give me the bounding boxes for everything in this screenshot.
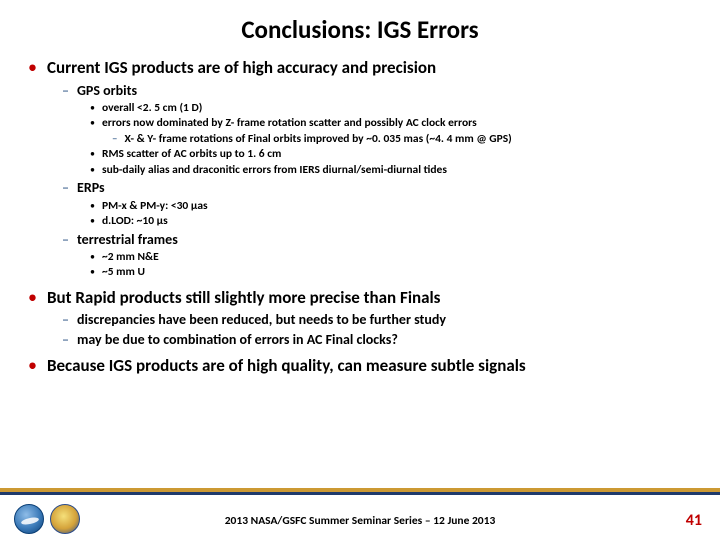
bullet-text: But Rapid products still slightly more p… [47,287,441,308]
bullet-icon: • [28,355,37,377]
bullet-text: d.LOD: ~10 μs [102,214,168,230]
bullet-text: overall <2. 5 cm (1 D) [102,101,202,117]
dot-icon: • [90,199,95,213]
dash-icon: – [62,231,69,249]
slide-body: Conclusions: IGS Errors • Current IGS pr… [0,0,720,376]
bullet-list-lvl2: – GPS orbits • overall <2. 5 cm (1 D) • er… [62,82,692,281]
bullet-text: X- & Y- frame rotations of Final orbits … [124,132,511,148]
slide-footer: 2013 NASA/GSFC Summer Seminar Series – 1… [0,488,720,540]
list-item: –X- & Y- frame rotations of Final orbits… [112,132,692,148]
dot-icon: • [90,265,95,279]
list-item: –discrepancies have been reduced, but ne… [62,311,692,329]
bullet-list-lvl3: • ~2 mm N&E • ~5 mm U [90,250,692,281]
list-item: • ~2 mm N&E [90,250,692,266]
divider-navy [0,492,720,496]
dash-icon: – [112,132,117,147]
dash-icon: – [62,331,69,349]
bullet-text: PM-x & PM-y: <30 μas [102,199,208,215]
dot-icon: • [90,250,95,264]
dot-icon: • [90,101,95,115]
bullet-icon: • [28,287,37,309]
bullet-icon: • [28,57,37,79]
dot-icon: • [90,163,95,177]
list-item: – GPS orbits • overall <2. 5 cm (1 D) • er… [62,82,692,179]
bullet-text: RMS scatter of AC orbits up to 1. 6 cm [102,147,281,163]
dot-icon: • [90,214,95,228]
bullet-text: may be due to combination of errors in A… [77,331,398,349]
list-item: –may be due to combination of errors in … [62,331,692,349]
dash-icon: – [62,311,69,329]
bullet-text: GPS orbits [77,82,137,100]
slide-title: Conclusions: IGS Errors [28,14,692,45]
dot-icon: • [90,147,95,161]
list-item: • Current IGS products are of high accur… [28,57,692,281]
footer-text: 2013 NASA/GSFC Summer Seminar Series – 1… [0,514,720,528]
dash-icon: – [62,82,69,100]
list-item: – terrestrial frames • ~2 mm N&E • ~5 mm U [62,231,692,281]
list-item: • Because IGS products are of high quali… [28,355,692,377]
bullet-list-lvl2: –discrepancies have been reduced, but ne… [62,311,692,348]
bullet-text: terrestrial frames [77,231,178,249]
bullet-text: discrepancies have been reduced, but nee… [77,311,446,329]
list-item: – ERPs • PM-x & PM-y: <30 μas • d.LOD: ~10… [62,179,692,229]
list-item: • sub-daily alias and draconitic errors f… [90,163,692,179]
list-item: • RMS scatter of AC orbits up to 1. 6 cm [90,147,692,163]
bullet-text: errors now dominated by Z- frame rotatio… [102,116,477,132]
list-item: • errors now dominated by Z- frame rotati… [90,116,692,147]
list-item: • overall <2. 5 cm (1 D) [90,101,692,117]
page-number: 41 [686,511,702,530]
bullet-text: ERPs [77,179,105,197]
bullet-text: Current IGS products are of high accurac… [47,57,436,78]
list-item: • d.LOD: ~10 μs [90,214,692,230]
bullet-list-lvl3: • overall <2. 5 cm (1 D) • errors now domi… [90,101,692,179]
bullet-text: Because IGS products are of high quality… [47,355,526,376]
bullet-list-lvl1: • Current IGS products are of high accur… [28,57,692,376]
dash-icon: – [62,179,69,197]
bullet-text: ~5 mm U [102,265,145,281]
list-item: • PM-x & PM-y: <30 μas [90,199,692,215]
list-item: • ~5 mm U [90,265,692,281]
list-item: • But Rapid products still slightly more… [28,287,692,349]
bullet-list-lvl4: –X- & Y- frame rotations of Final orbits… [112,132,692,148]
bullet-text: sub-daily alias and draconitic errors fr… [102,163,447,179]
bullet-text: ~2 mm N&E [102,250,159,266]
dot-icon: • [90,116,95,130]
bullet-list-lvl3: • PM-x & PM-y: <30 μas • d.LOD: ~10 μs [90,199,692,230]
